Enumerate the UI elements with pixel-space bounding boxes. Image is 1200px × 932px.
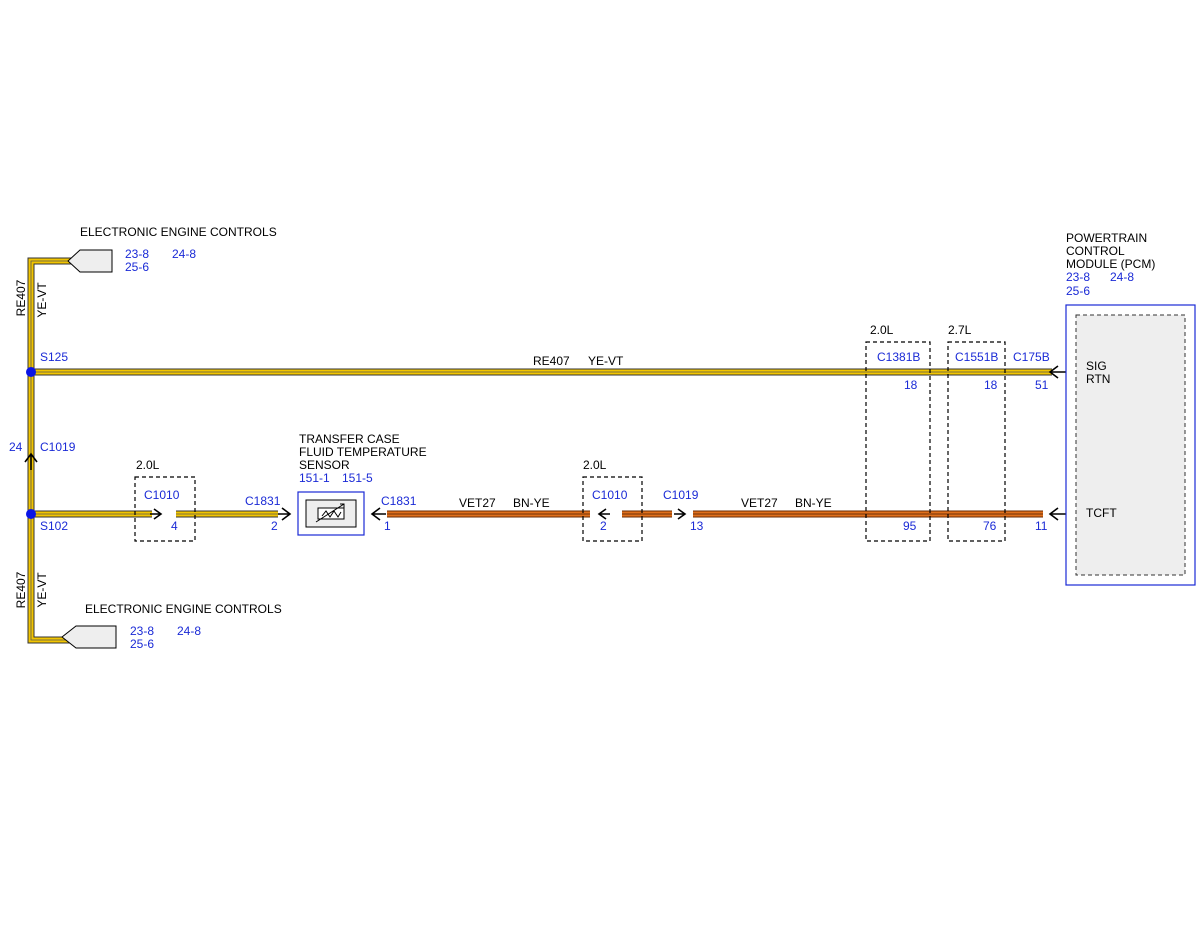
label: 2 — [600, 519, 607, 533]
label: 2.0L — [583, 458, 607, 472]
label: C1010 — [592, 488, 628, 502]
label: S102 — [40, 519, 68, 533]
label: YE-VT — [35, 572, 49, 608]
label: 25-6 — [1066, 284, 1090, 298]
label: MODULE (PCM) — [1066, 257, 1155, 271]
label: TCFT — [1086, 506, 1117, 520]
label: 23-8 — [1066, 270, 1090, 284]
label: 23-8 — [125, 247, 149, 261]
label: TRANSFER CASE — [299, 432, 400, 446]
label: CONTROL — [1066, 244, 1125, 258]
label: RE407 — [533, 354, 570, 368]
sensor-symbol — [297, 491, 365, 536]
label: C1831 — [381, 494, 417, 508]
label: SENSOR — [299, 458, 350, 472]
label: C1010 — [144, 488, 180, 502]
label: C1019 — [663, 488, 699, 502]
label: ELECTRONIC ENGINE CONTROLS — [85, 602, 282, 616]
label: 25-6 — [125, 260, 149, 274]
wire-left-core — [30, 260, 72, 641]
connector-shape-top — [67, 249, 113, 273]
label: BN-YE — [513, 496, 550, 510]
label: YE-VT — [35, 282, 49, 318]
label: 18 — [904, 378, 918, 392]
connector-arrows — [24, 365, 1066, 521]
label: BN-YE — [795, 496, 832, 510]
variant-box — [947, 341, 1006, 542]
label: S125 — [40, 350, 68, 364]
label: 151-1 — [299, 471, 330, 485]
label: VET27 — [459, 496, 496, 510]
label: RE407 — [14, 571, 28, 608]
label: 95 — [903, 519, 917, 533]
label: ELECTRONIC ENGINE CONTROLS — [80, 225, 277, 239]
pcm-inner — [1075, 314, 1186, 576]
label: 24-8 — [1110, 270, 1134, 284]
label: 24 — [9, 440, 23, 454]
variant-box — [865, 341, 931, 542]
splice-s125 — [26, 367, 36, 377]
label: C175B — [1013, 350, 1050, 364]
label: 13 — [690, 519, 704, 533]
connector-shape-bottom — [61, 625, 117, 649]
label: 2.0L — [136, 458, 160, 472]
label: FLUID TEMPERATURE — [299, 445, 427, 459]
label: VET27 — [741, 496, 778, 510]
label: RTN — [1086, 372, 1110, 386]
label: SIG — [1086, 359, 1107, 373]
label: 2 — [271, 519, 278, 533]
label: 1 — [384, 519, 391, 533]
label: C1019 — [40, 440, 76, 454]
label: 25-6 — [130, 637, 154, 651]
label: C1831 — [245, 494, 281, 508]
label: 4 — [171, 519, 178, 533]
label: 151-5 — [342, 471, 373, 485]
label: 51 — [1035, 378, 1049, 392]
label: 76 — [983, 519, 997, 533]
label: 24-8 — [172, 247, 196, 261]
label: 2.0L — [870, 323, 894, 337]
label: 24-8 — [177, 624, 201, 638]
label: 11 — [1035, 519, 1048, 533]
label: C1381B — [877, 350, 920, 364]
label: POWERTRAIN — [1066, 231, 1147, 245]
label: 2.7L — [948, 323, 972, 337]
variant-box — [134, 476, 196, 542]
label: C1551B — [955, 350, 998, 364]
label: YE-VT — [588, 354, 624, 368]
label: RE407 — [14, 279, 28, 316]
yellow-wires — [27, 257, 1052, 644]
label: 23-8 — [130, 624, 154, 638]
splice-s102 — [26, 509, 36, 519]
label: 18 — [984, 378, 998, 392]
variant-box — [582, 476, 643, 542]
